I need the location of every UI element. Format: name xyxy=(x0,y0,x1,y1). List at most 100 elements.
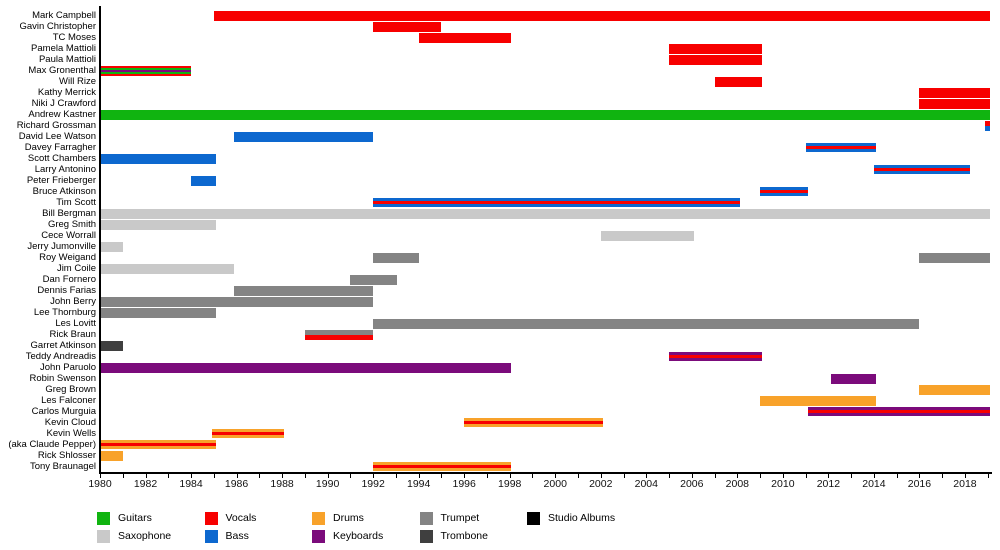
trombone-stripe xyxy=(100,340,123,351)
timeline-bar xyxy=(669,54,763,65)
timeline-bar xyxy=(100,450,123,461)
trumpet-stripe xyxy=(100,296,374,307)
drums-stripe xyxy=(100,439,217,443)
timeline-bar xyxy=(373,461,511,472)
drums-stripe xyxy=(760,395,877,406)
timeline-bar xyxy=(807,406,990,417)
legend-label: Saxophone xyxy=(118,529,172,542)
x-axis-tick xyxy=(782,473,784,478)
legend-label: Guitars xyxy=(118,512,152,524)
x-axis-label: 2000 xyxy=(543,478,567,490)
legend-swatch xyxy=(419,512,433,525)
keyboards-stripe xyxy=(100,362,511,373)
timeline-bar xyxy=(100,219,217,230)
drums-stripe xyxy=(100,446,217,450)
x-axis-tick xyxy=(486,473,488,478)
timeline-bar xyxy=(211,428,285,439)
timeline-bar xyxy=(760,186,808,197)
keyboards-stripe xyxy=(807,413,990,417)
x-axis-tick xyxy=(919,473,921,478)
member-label: Bruce Atkinson xyxy=(32,186,96,197)
timeline-bar xyxy=(373,21,442,32)
member-label: John Berry xyxy=(50,296,96,307)
vocals-stripe xyxy=(805,145,877,150)
timeline-bar xyxy=(418,32,511,43)
timeline-bar xyxy=(100,241,123,252)
member-label: Pamela Mattioli xyxy=(31,43,96,54)
trumpet-stripe xyxy=(919,252,990,263)
x-axis-label: 2004 xyxy=(634,478,658,490)
legend-label: Trumpet xyxy=(440,512,480,524)
drums-stripe xyxy=(100,450,123,461)
member-label: Greg Smith xyxy=(47,219,96,230)
x-axis-tick xyxy=(623,473,625,478)
x-axis-tick xyxy=(304,473,306,478)
timeline-bar xyxy=(234,131,374,142)
x-axis-tick xyxy=(828,473,830,478)
x-axis-tick xyxy=(509,473,511,478)
member-label: Rick Braun xyxy=(49,329,96,340)
x-axis-tick xyxy=(760,473,762,478)
timeline-bar xyxy=(100,307,217,318)
member-label: Teddy Andreadis xyxy=(25,351,96,362)
vocals-stripe xyxy=(919,87,990,98)
vocals-stripe xyxy=(807,409,990,414)
vocals-stripe xyxy=(213,10,990,21)
drums-stripe xyxy=(211,435,285,439)
saxophone-stripe xyxy=(100,241,123,252)
member-label: Cece Worrall xyxy=(41,230,96,241)
x-axis-label: 2016 xyxy=(907,478,932,490)
member-label: Will Rize xyxy=(59,76,96,87)
x-axis-tick xyxy=(964,473,966,478)
x-axis-tick xyxy=(691,473,693,478)
member-label: Les Lovitt xyxy=(55,318,96,329)
x-axis-tick xyxy=(714,473,716,478)
x-axis-tick xyxy=(669,473,671,478)
guitars-stripe xyxy=(100,71,192,74)
x-axis-label: 1990 xyxy=(315,478,340,490)
x-axis-tick xyxy=(395,473,397,478)
timeline-bar xyxy=(100,109,990,120)
vocals-stripe xyxy=(100,73,192,76)
member-label: Tony Braunagel xyxy=(29,461,96,472)
x-axis-tick xyxy=(236,473,238,478)
saxophone-stripe xyxy=(100,219,217,230)
x-axis-tick xyxy=(373,473,375,478)
vocals-stripe xyxy=(373,21,442,32)
x-axis-tick xyxy=(600,473,602,478)
bass-stripe xyxy=(373,197,740,201)
member-label: (aka Claude Pepper) xyxy=(8,439,96,450)
keyboards-stripe xyxy=(669,351,763,355)
bass-stripe xyxy=(760,193,808,197)
timeline-bar xyxy=(100,263,235,274)
legend-swatch xyxy=(312,529,325,543)
timeline-bar xyxy=(919,98,990,109)
x-axis-label: 1980 xyxy=(88,478,112,490)
member-label: Kevin Cloud xyxy=(44,417,96,428)
drums-stripe xyxy=(464,417,604,421)
bass-stripe xyxy=(985,125,990,131)
member-label: Rick Shlosser xyxy=(37,450,96,461)
timeline-bar xyxy=(304,329,374,340)
member-label: Garret Atkinson xyxy=(30,340,96,351)
keyboards-stripe xyxy=(830,373,877,384)
member-label: Andrew Kastner xyxy=(28,109,96,120)
vocals-stripe xyxy=(464,420,604,425)
keyboards-stripe xyxy=(100,69,192,72)
x-axis-tick xyxy=(122,473,124,478)
timeline-bar xyxy=(985,120,990,131)
timeline-bar xyxy=(600,230,695,241)
vocals-stripe xyxy=(669,43,763,54)
vocals-stripe xyxy=(100,65,192,68)
x-axis-tick xyxy=(942,473,944,478)
bass-stripe xyxy=(373,204,740,208)
timeline-bar xyxy=(100,65,192,76)
timeline-bar xyxy=(234,285,374,296)
legend-swatch xyxy=(97,529,110,543)
x-axis-label: 1982 xyxy=(133,478,158,490)
timeline-bar xyxy=(100,153,217,164)
timeline-bar xyxy=(669,351,763,362)
saxophone-stripe xyxy=(100,208,990,219)
timeline-bar xyxy=(714,76,763,87)
legend-label: Studio Albums xyxy=(548,512,616,524)
